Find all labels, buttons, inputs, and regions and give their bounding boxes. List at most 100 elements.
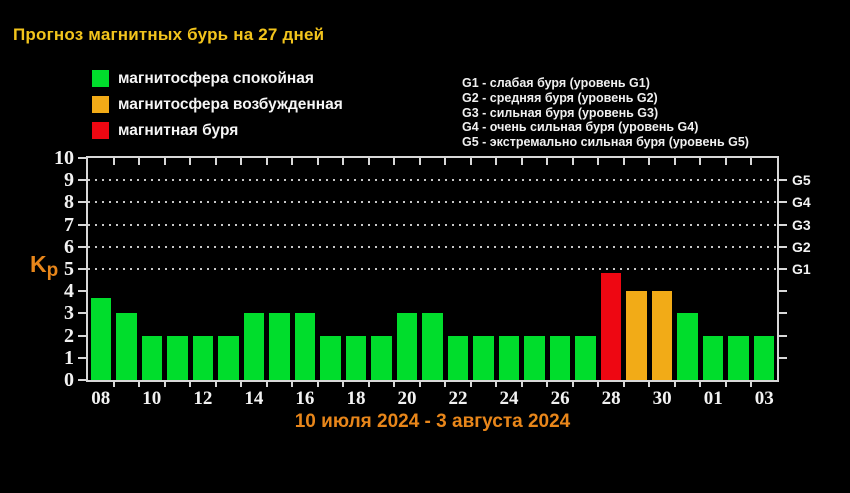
top-axis-tick [214,158,217,165]
plot-area [86,156,779,382]
x-axis-title: 10 июля 2024 - 3 августа 2024 [294,411,571,432]
top-axis-tick [291,158,294,165]
right-axis-tick-2 [779,334,787,337]
bar-day-13 [218,335,239,380]
storm-color-swatch [92,122,109,139]
x-axis-label-20: 20 [397,388,417,409]
bottom-axis-tick [138,382,141,387]
g-level-description: G4 - очень сильная буря (уровень G4) [462,120,699,135]
g-level-description: G1 - слабая буря (уровень G1) [462,76,650,90]
x-axis-label-14: 14 [244,388,264,409]
y-axis-label-1: 1 [64,346,74,369]
right-axis-tick-4 [779,290,787,293]
top-axis-tick [750,158,753,165]
excited-color-swatch [92,96,109,113]
g-level-description: G3 - сильная буря (уровень G3) [462,105,659,120]
right-axis-label-G2: G2 [792,238,811,255]
y-axis-tick-6 [78,245,86,248]
top-axis-tick [163,158,166,165]
bottom-axis-tick [189,382,192,387]
bar-day-29 [626,291,647,380]
bottom-axis-tick [622,382,625,387]
bar-day-20 [396,313,418,380]
legend-item-excited: магнитосфера возбужденная [92,96,343,113]
gridline-7 [88,223,777,226]
top-axis-tick [418,158,421,165]
bar-day-09 [116,313,137,380]
bar-day-25 [524,335,545,380]
bar-day-10 [141,335,163,380]
bar-day-22 [447,335,469,380]
x-axis-label-16: 16 [295,388,315,409]
bar-day-08 [90,297,112,380]
bar-day-03 [753,335,775,380]
right-axis-label-G1: G1 [792,261,811,277]
x-axis-label-03: 03 [754,388,774,409]
kp-label-main: K [30,251,47,277]
y-axis-tick-4 [78,290,86,293]
legend-item-label: магнитосфера возбужденная [118,95,343,113]
y-axis-tick-2 [78,334,86,337]
bottom-axis-tick [571,382,574,387]
y-axis-tick-3 [78,312,86,315]
y-axis-label-9: 9 [64,169,74,192]
right-axis-label-G4: G4 [792,194,811,211]
bar-day-23 [473,335,494,380]
x-axis-label-28: 28 [601,388,621,409]
bottom-axis-tick [163,382,166,387]
top-axis-tick [138,158,141,165]
y-axis-label-4: 4 [64,280,74,303]
bottom-axis-tick [265,382,268,387]
y-axis-tick-9 [78,179,86,182]
y-axis-tick-7 [78,223,86,226]
x-axis-label-01: 01 [703,388,723,409]
bar-day-18 [345,335,367,380]
y-axis-tick-5 [78,268,86,270]
bottom-axis-tick [546,382,549,387]
right-axis-tick-3 [779,312,787,315]
bar-day-02 [728,335,749,380]
y-axis-label-2: 2 [64,324,74,347]
bar-day-21 [422,313,443,380]
x-axis-label-08: 08 [91,388,111,409]
right-axis-tick-5 [779,268,787,270]
y-axis-title: Kp [30,251,58,282]
y-axis-tick-1 [78,356,86,359]
y-axis-label-0: 0 [64,369,74,391]
x-axis-label-24: 24 [499,388,519,409]
bottom-axis-tick [750,382,753,387]
bottom-axis-tick [418,382,421,387]
bottom-axis-tick [673,382,676,387]
top-axis-tick [265,158,268,165]
y-axis-tick-10 [78,157,86,159]
y-axis-tick-0 [78,379,86,381]
top-axis-tick [622,158,625,165]
top-axis-tick [699,158,702,165]
chart-title: Прогноз магнитных бурь на 27 дней [13,25,325,44]
bar-day-17 [320,335,341,380]
bar-day-30 [651,291,673,380]
legend-item-quiet: магнитосфера спокойная [92,70,343,87]
top-axis-tick [240,158,243,165]
bottom-axis-tick [495,382,498,387]
x-axis-label-12: 12 [193,388,213,409]
legend-item-label: магнитная буря [118,121,239,139]
gridline-9 [88,179,777,182]
x-axis-label-26: 26 [550,388,570,409]
x-axis-label-10: 10 [142,388,162,409]
top-axis-tick [342,158,345,165]
bottom-axis-tick [214,382,217,387]
bar-day-12 [192,335,214,380]
right-axis-tick-9 [779,179,787,182]
y-axis-tick-8 [78,201,86,204]
top-axis-tick [546,158,549,165]
kp-label-sub: p [46,260,59,281]
top-axis-tick [648,158,651,165]
g-level-description: G5 - экстремально сильная буря (уровень … [462,135,749,150]
top-axis-tick [393,158,396,165]
bar-day-14 [243,313,265,380]
bottom-axis-tick [393,382,396,387]
bottom-axis-tick [342,382,345,387]
bar-day-31 [677,313,698,380]
